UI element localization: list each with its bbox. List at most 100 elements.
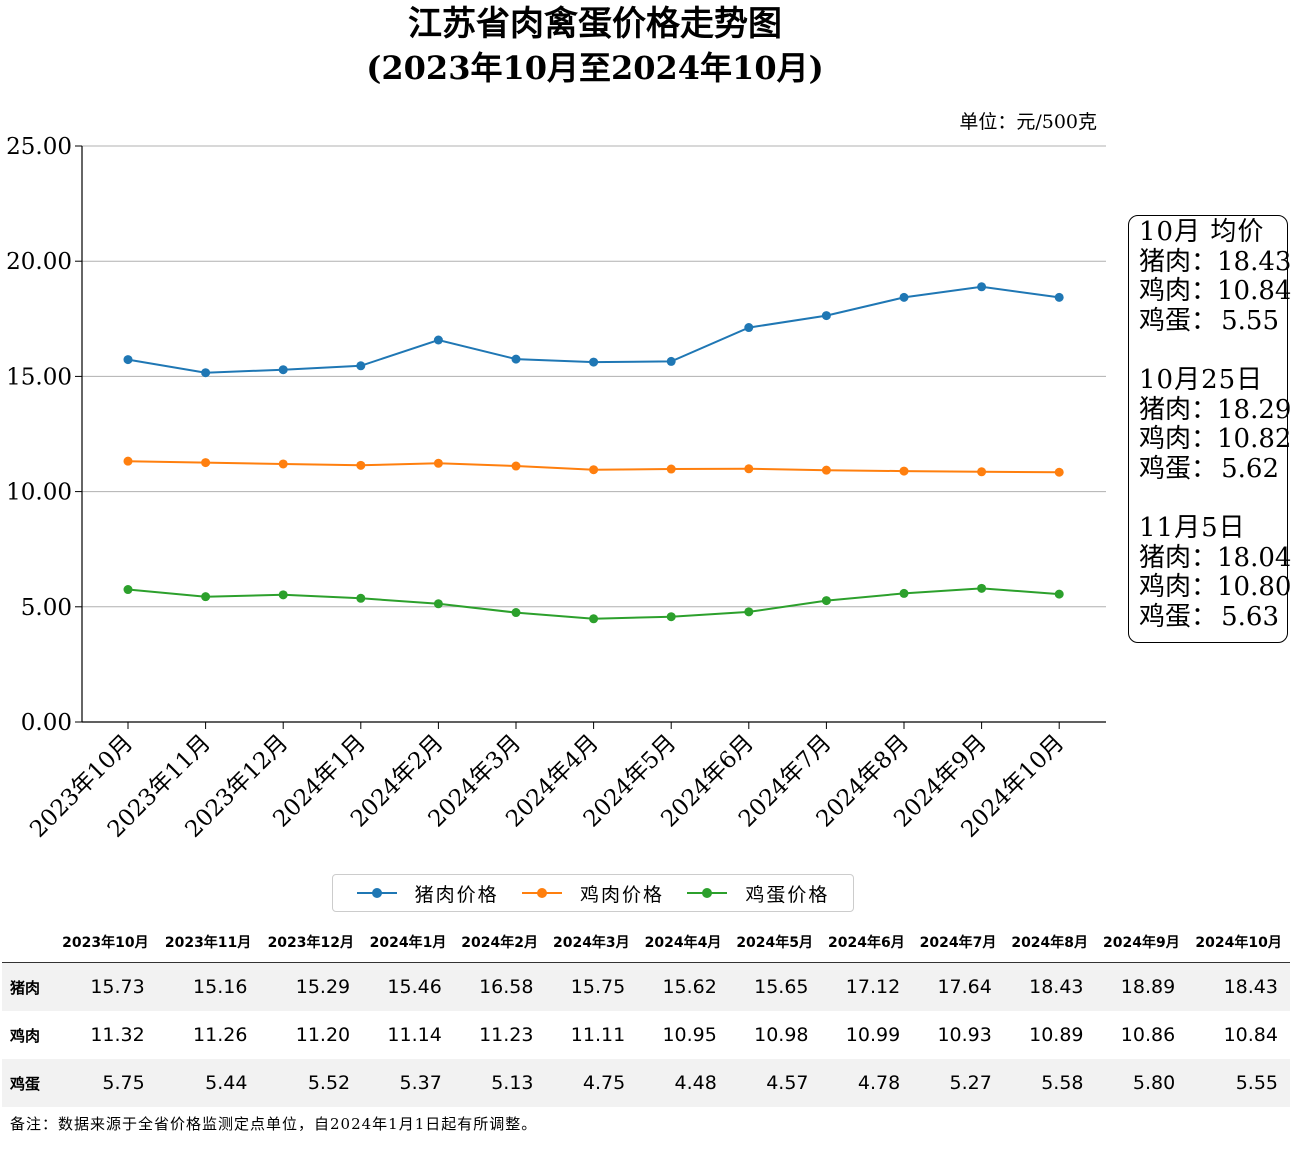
table-cell: 5.44 bbox=[156, 1059, 260, 1107]
table-column-header: 2023年12月 bbox=[259, 922, 363, 963]
table-cell: 17.12 bbox=[820, 962, 913, 1011]
data-point bbox=[899, 292, 909, 302]
table-cell: 15.16 bbox=[156, 962, 260, 1011]
table-cell: 15.65 bbox=[728, 962, 821, 1011]
data-point bbox=[821, 311, 831, 321]
data-point bbox=[201, 368, 211, 378]
data-point bbox=[899, 588, 909, 598]
data-point bbox=[433, 458, 443, 468]
box-price-row: 鸡肉： 10.82 bbox=[1139, 424, 1291, 455]
data-point bbox=[278, 365, 288, 375]
box-price-value: 5.55 bbox=[1221, 305, 1279, 336]
table-cell: 16.58 bbox=[453, 962, 546, 1011]
chart-title: 江苏省肉禽蛋价格走势图 bbox=[408, 4, 782, 44]
table-cell: 18.43 bbox=[1187, 962, 1290, 1011]
data-point bbox=[589, 465, 599, 475]
table-cell: 15.46 bbox=[362, 962, 454, 1011]
price-table: 2023年10月 2023年11月 2023年12月 2024年1月 2024年2月 20… bbox=[2, 922, 1290, 1107]
table-header-row: 2023年10月 2023年11月 2023年12月 2024年1月 2024年2月 20… bbox=[2, 922, 1290, 963]
legend-marker-icon bbox=[356, 888, 397, 898]
data-point bbox=[744, 323, 754, 333]
series-line-2 bbox=[127, 587, 1060, 620]
box-price-label: 猪肉： bbox=[1139, 246, 1218, 277]
box-price-value: 5.62 bbox=[1221, 453, 1279, 484]
table-cell: 4.48 bbox=[637, 1059, 729, 1107]
box-price-row: 猪肉： 18.29 bbox=[1139, 395, 1291, 426]
box-price-value: 18.04 bbox=[1217, 542, 1291, 573]
unit-label: 单位：元/500克 bbox=[959, 111, 1097, 133]
table-cell: 5.27 bbox=[912, 1059, 1004, 1107]
legend-marker-icon bbox=[687, 888, 728, 898]
box-price-label: 鸡肉： bbox=[1139, 572, 1218, 602]
y-tick-label: 15.00 bbox=[6, 364, 72, 390]
data-point bbox=[977, 467, 987, 477]
table-cell: 11.32 bbox=[90, 1024, 145, 1046]
data-point bbox=[511, 608, 521, 618]
legend-item: 猪肉价格 bbox=[356, 880, 499, 907]
table-cell: 5.55 bbox=[1187, 1059, 1290, 1107]
table-column-header: 2024年4月 bbox=[637, 922, 729, 963]
data-point bbox=[821, 596, 831, 606]
data-point bbox=[899, 466, 909, 476]
data-point bbox=[666, 612, 676, 622]
box-price-label: 鸡蛋： bbox=[1139, 453, 1218, 484]
data-point bbox=[1054, 292, 1064, 302]
data-point bbox=[821, 465, 831, 475]
box-spacer bbox=[1139, 484, 1279, 514]
y-tick-label: 0.00 bbox=[21, 710, 72, 736]
data-point bbox=[278, 459, 288, 469]
table-row-label: 鸡蛋 bbox=[2, 1059, 54, 1107]
box-price-row: 鸡蛋： 5.63 bbox=[1139, 602, 1279, 633]
table-row-label: 鸡肉 bbox=[10, 1026, 41, 1045]
legend-item: 鸡蛋价格 bbox=[687, 880, 829, 907]
box-group-heading: 10月25日 bbox=[1139, 365, 1264, 395]
table-cell: 15.29 bbox=[259, 962, 363, 1011]
data-point bbox=[356, 460, 366, 470]
table-cell: 4.78 bbox=[820, 1059, 913, 1107]
data-point bbox=[1054, 589, 1064, 599]
table-column-header: 2024年2月 bbox=[453, 922, 546, 963]
table-cell: 10.93 bbox=[937, 1024, 992, 1046]
box-spacer bbox=[1139, 336, 1279, 366]
table-cell: 5.80 bbox=[1095, 1059, 1188, 1107]
legend-label: 猪肉价格 bbox=[414, 883, 499, 906]
table-column-header: 2024年5月 bbox=[728, 922, 821, 963]
table-cell: 11.20 bbox=[295, 1024, 351, 1046]
table-cell: 5.75 bbox=[54, 1059, 157, 1107]
data-point bbox=[356, 593, 366, 603]
table-cell: 10.86 bbox=[1120, 1024, 1176, 1046]
data-point bbox=[123, 456, 133, 466]
data-point bbox=[744, 464, 754, 474]
chart-legend: 猪肉价格 鸡肉价格 鸡蛋价格 bbox=[332, 874, 854, 912]
data-point bbox=[123, 355, 133, 365]
table-cell: 15.75 bbox=[545, 962, 638, 1011]
data-point bbox=[278, 590, 288, 600]
data-point bbox=[201, 592, 211, 602]
table-row: 猪肉 15.73 15.16 15.29 15.46 16.58 15.75 15.62 15.… bbox=[2, 962, 1290, 1011]
table-cell: 15.73 bbox=[54, 962, 157, 1011]
table-cell: 18.43 bbox=[1003, 962, 1096, 1011]
table-row-label: 猪肉 bbox=[2, 962, 54, 1011]
table-column-header: 2024年8月 bbox=[1003, 922, 1096, 963]
table-cell: 5.37 bbox=[362, 1059, 454, 1107]
data-point bbox=[977, 282, 987, 292]
data-point bbox=[744, 607, 754, 617]
data-point bbox=[201, 458, 211, 468]
table-cell: 18.89 bbox=[1095, 962, 1188, 1011]
data-point bbox=[433, 335, 443, 345]
table-column-header: 2024年10月 bbox=[1187, 922, 1290, 963]
line-chart: 0.005.0010.0015.0020.0025.002023年10月2023… bbox=[6, 134, 1106, 843]
table-cell: 10.99 bbox=[845, 1024, 901, 1046]
box-price-row: 猪肉： 18.04 bbox=[1139, 543, 1291, 574]
box-price-row: 鸡蛋： 5.62 bbox=[1139, 453, 1279, 485]
table-cell: 10.95 bbox=[662, 1024, 717, 1046]
price-summary-box: 10月 均价 猪肉： 18.43 鸡肉： 10.84 鸡蛋： 5.55 10月25日 猪肉： 18… bbox=[1128, 215, 1291, 643]
table-column-header: 2024年6月 bbox=[820, 922, 913, 963]
table-cell: 15.62 bbox=[637, 962, 729, 1011]
data-point bbox=[666, 464, 676, 474]
box-price-value: 18.43 bbox=[1217, 246, 1291, 277]
data-point bbox=[511, 461, 521, 471]
table-row: 鸡肉 11.32 11.26 11.20 11.14 11.23 11.11 10.95 10.… bbox=[2, 1011, 1290, 1059]
box-price-label: 鸡蛋： bbox=[1139, 305, 1218, 336]
table-cell: 10.89 bbox=[1029, 1024, 1084, 1046]
